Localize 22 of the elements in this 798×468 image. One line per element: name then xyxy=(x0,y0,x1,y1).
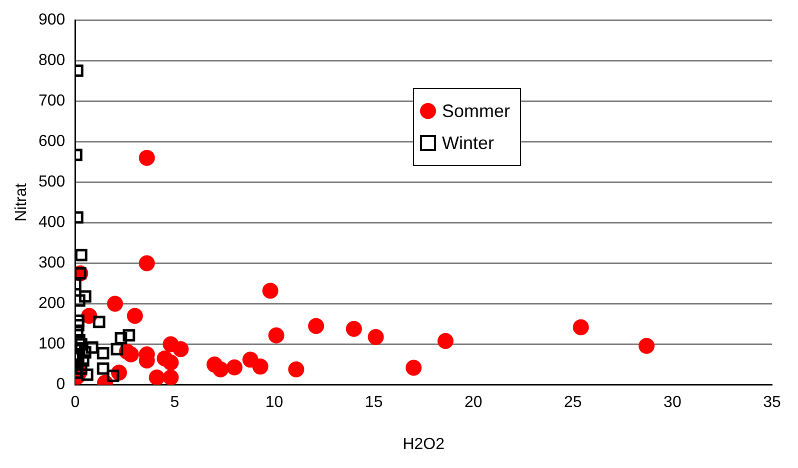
x-tick-label: 10 xyxy=(265,394,284,412)
x-tick-label: 20 xyxy=(464,394,482,412)
y-tick-label: 700 xyxy=(38,92,66,110)
x-axis-title: H2O2 xyxy=(402,436,445,453)
x-tick-label: 0 xyxy=(70,394,80,412)
y-tick-label: 600 xyxy=(38,133,66,150)
legend-label: Sommer xyxy=(442,100,510,122)
y-tick-label: 500 xyxy=(38,174,66,191)
x-tick-label: 25 xyxy=(564,394,582,412)
y-tick-label: 0 xyxy=(56,376,66,394)
x-tick-label: 30 xyxy=(664,394,682,412)
y-tick-label: 400 xyxy=(38,214,66,232)
y-tick-label: 300 xyxy=(38,254,66,272)
legend-label: Winter xyxy=(442,132,494,154)
x-tick-label: 15 xyxy=(364,394,383,412)
x-tick-label: 35 xyxy=(763,394,781,412)
y-tick-label: 200 xyxy=(38,295,66,312)
x-tick-label: 5 xyxy=(170,394,180,412)
y-tick-label: 900 xyxy=(38,11,66,28)
y-tick-label: 100 xyxy=(38,336,66,353)
y-tick-label: 800 xyxy=(38,52,66,69)
y-axis-title: Nitrat xyxy=(13,182,30,222)
